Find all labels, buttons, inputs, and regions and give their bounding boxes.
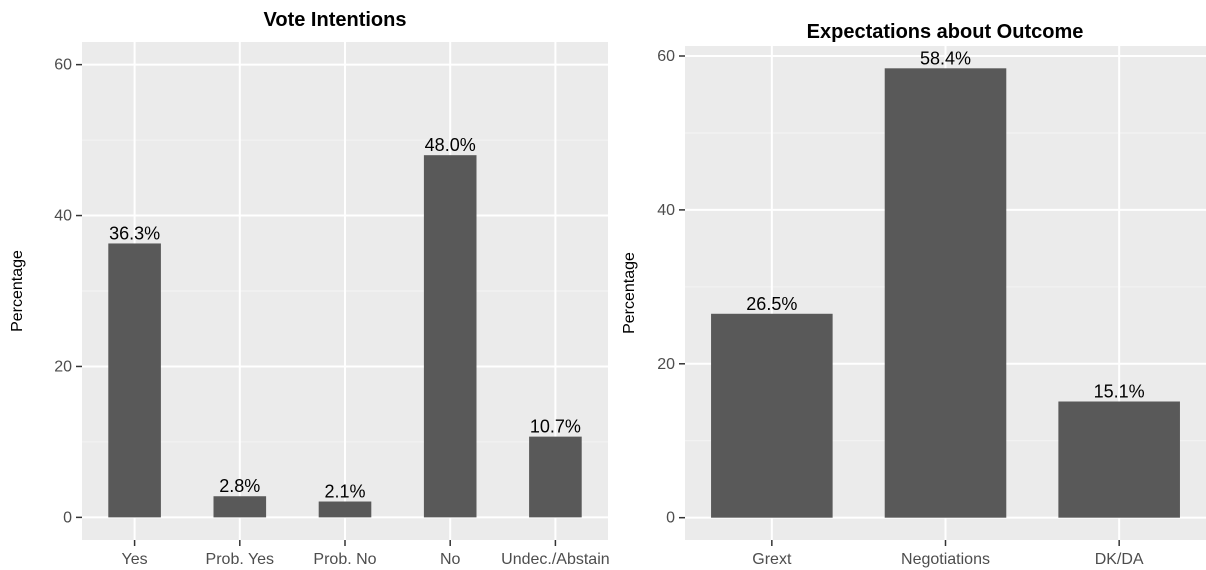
data-label-1: 2.8% [219,476,260,496]
y-tick-label: 20 [657,356,675,373]
x-tick-label-4: Undec./Abstain [501,551,610,568]
chart-0: 36.3% 2.8% 2.1% 48.0% 10.7% 0 20 40 60 Yes Prob. Y… [9,9,610,568]
data-label-4: 10.7% [530,417,581,437]
bar-1 [213,496,267,518]
bar-2 [318,501,372,518]
bar-3 [423,155,477,518]
x-tick-label-2: DK/DA [1095,551,1144,568]
chart-title: Vote Intentions [264,9,407,31]
data-label-2: 15.1% [1094,381,1145,401]
x-tick-label-1: Prob. Yes [206,551,275,568]
data-label-0: 36.3% [109,223,160,243]
x-tick-label-0: Grext [752,551,792,568]
chart-1: 26.5% 58.4% 15.1% 0 20 40 60 Grext Negotiations D… [621,21,1206,568]
bar-2 [1058,401,1180,518]
x-tick-label-1: Negotiations [901,551,990,568]
y-tick-label: 0 [63,509,72,526]
y-tick-label: 60 [54,57,72,74]
x-tick-label-0: Yes [122,551,148,568]
x-tick-label-2: Prob. No [313,551,376,568]
bar-0 [108,243,161,518]
data-label-0: 26.5% [746,294,797,314]
chart-title: Expectations about Outcome [807,21,1084,43]
bar-1 [884,68,1007,518]
y-axis-title: Percentage [9,250,26,332]
y-tick-label: 40 [657,202,675,219]
x-tick-label-3: No [440,551,461,568]
bar-4 [529,436,582,518]
data-label-2: 2.1% [324,482,365,502]
data-label-3: 48.0% [425,135,476,155]
y-tick-label: 60 [657,48,675,65]
data-label-1: 58.4% [920,48,971,68]
y-tick-label: 0 [666,510,675,527]
bar-0 [711,313,833,518]
y-tick-label: 40 [54,208,72,225]
y-axis-title: Percentage [621,252,638,334]
y-tick-label: 20 [54,358,72,375]
